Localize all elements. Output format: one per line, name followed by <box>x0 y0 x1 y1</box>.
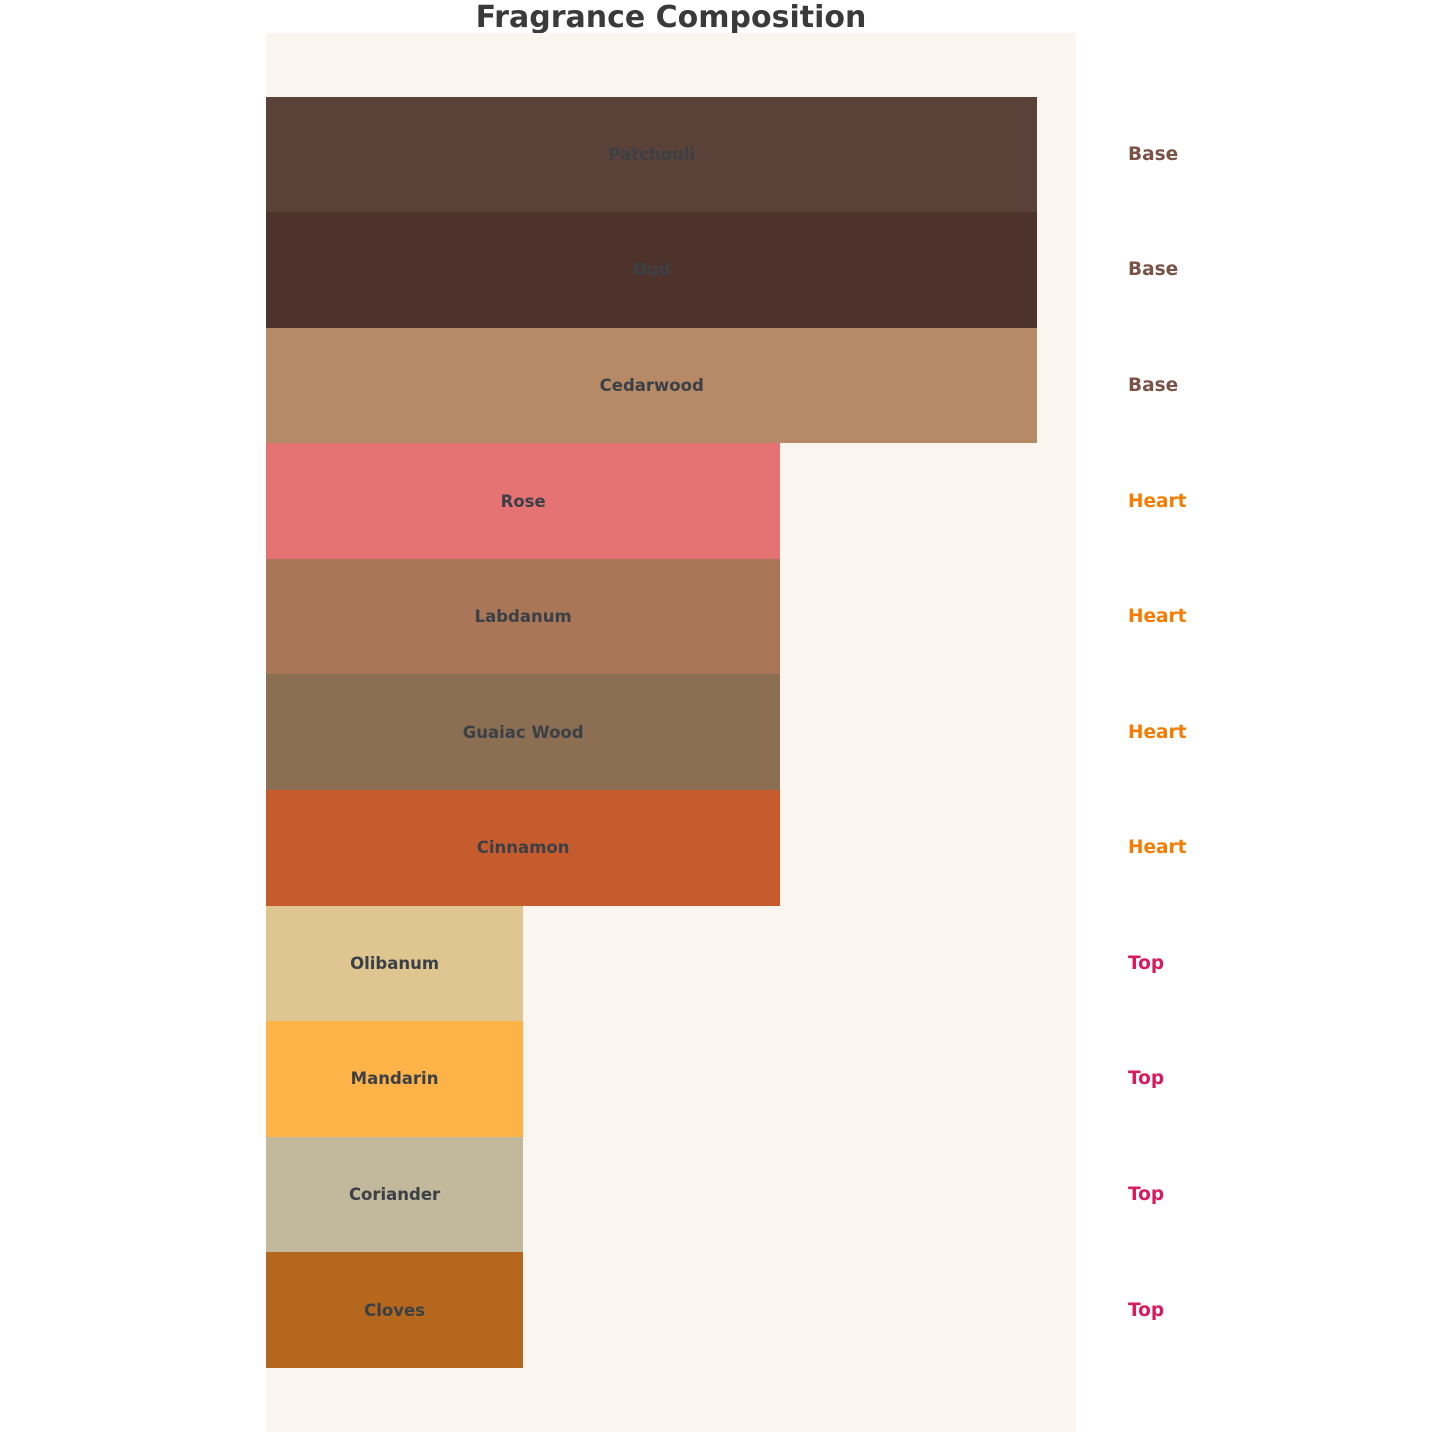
bar-label: Olibanum <box>350 953 440 973</box>
bar-label: Cloves <box>364 1300 425 1320</box>
bar-label: Guaiac Wood <box>462 722 584 742</box>
bar-label: Cinnamon <box>476 838 570 858</box>
note-type-label: Top <box>1128 1299 1165 1321</box>
note-type-label: Heart <box>1128 490 1187 512</box>
bar: Cloves <box>266 1252 524 1368</box>
note-type-label: Top <box>1128 1184 1165 1205</box>
bar: Cinnamon <box>266 790 781 906</box>
chart-plot-area: Patchouli Base Oud Base Cedarwood Base Rose Hea… <box>266 33 1186 1432</box>
bar: Oud <box>266 212 1038 328</box>
bar-label: Coriander <box>348 1185 441 1204</box>
bar: Guaiac Wood <box>266 674 781 790</box>
note-type-label: Heart <box>1128 837 1187 859</box>
bar-label: Patchouli <box>608 144 695 164</box>
bar-label: Cedarwood <box>599 376 704 396</box>
bar: Cedarwood <box>266 327 1038 444</box>
bar: Coriander <box>266 1136 524 1253</box>
bar-label: Oud <box>632 260 671 280</box>
note-type-label: Heart <box>1128 721 1187 743</box>
chart-title: Fragrance Composition <box>475 0 867 35</box>
note-type-label: Base <box>1128 143 1179 165</box>
bar-label: Rose <box>500 491 546 511</box>
note-type-label: Base <box>1128 375 1179 397</box>
note-type-label: Base <box>1128 259 1179 281</box>
bar: Rose <box>266 443 781 559</box>
bar-label: Mandarin <box>350 1069 439 1089</box>
bar-label: Labdanum <box>474 607 572 627</box>
bar: Mandarin <box>266 1021 524 1137</box>
bar: Olibanum <box>266 905 524 1022</box>
bar: Patchouli <box>266 96 1038 213</box>
bar: Labdanum <box>266 558 781 675</box>
note-type-label: Heart <box>1128 606 1187 628</box>
note-type-label: Top <box>1128 1068 1165 1090</box>
note-type-label: Top <box>1128 952 1165 974</box>
